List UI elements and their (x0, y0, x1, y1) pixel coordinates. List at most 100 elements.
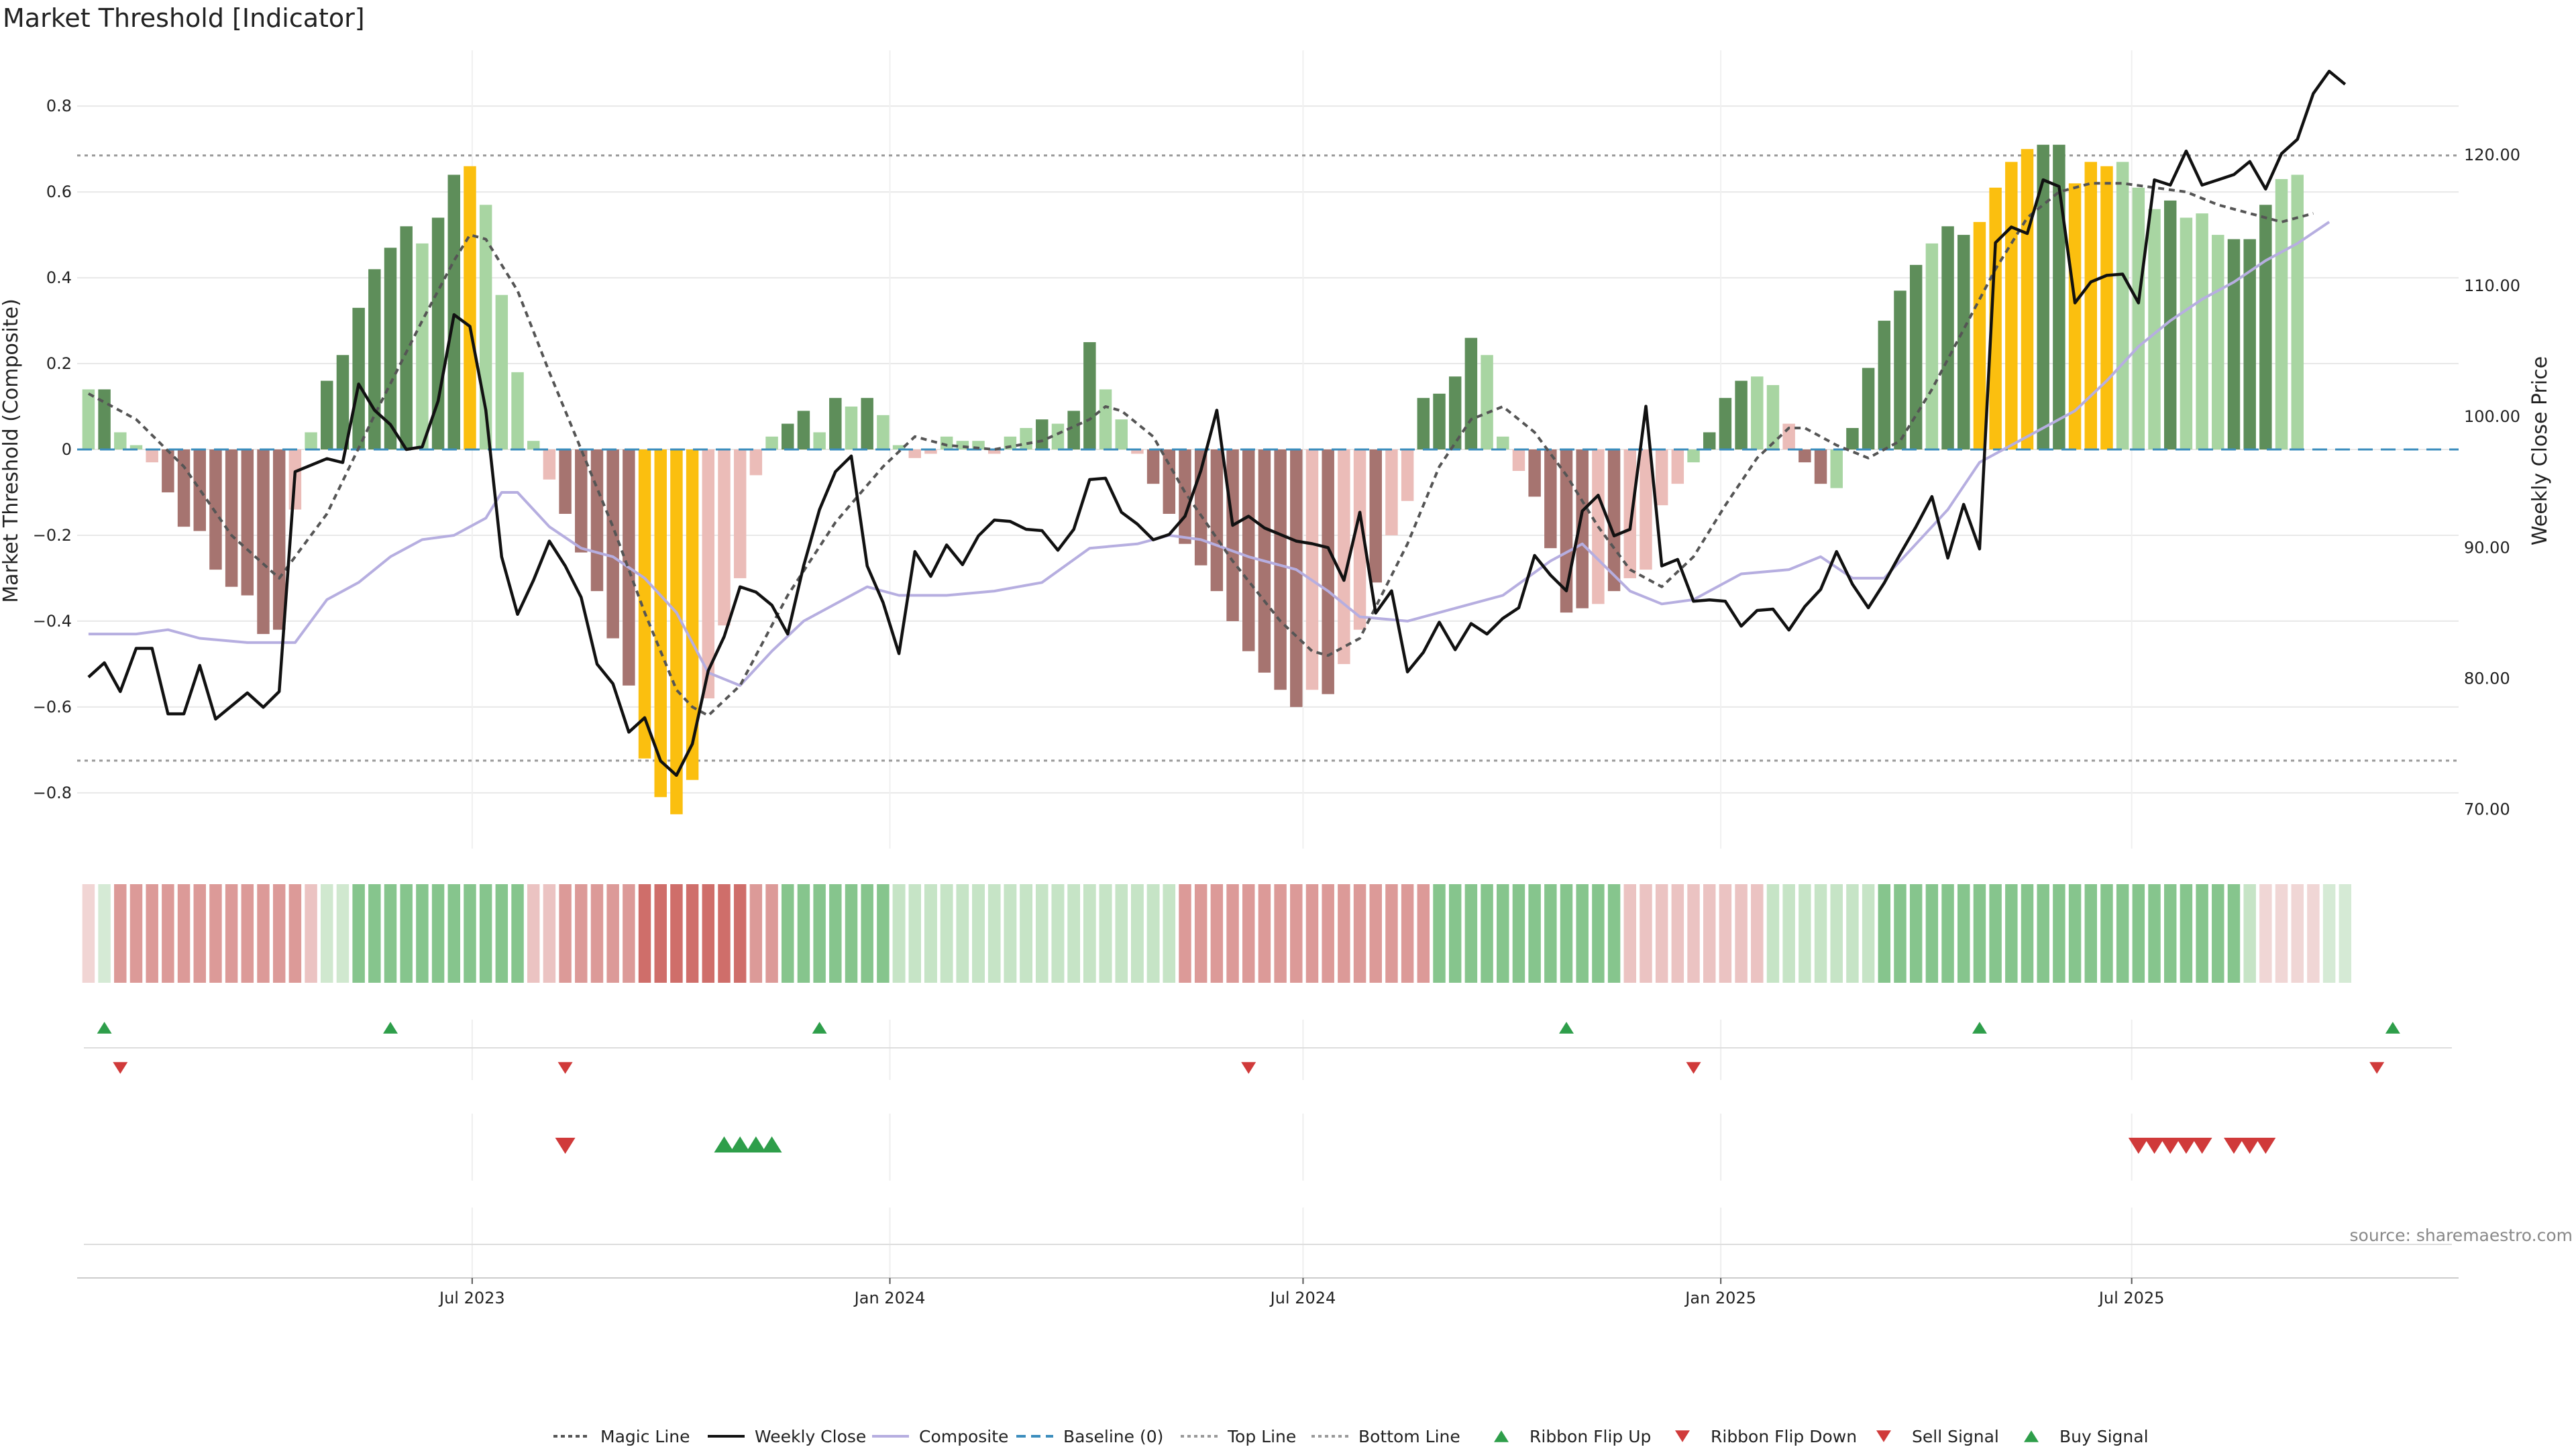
ribbon-cell (527, 884, 540, 983)
buy-signal-marker (714, 1136, 735, 1152)
sell-signal-marker (2160, 1138, 2181, 1154)
composite-bar (782, 423, 794, 449)
ribbon-cell (479, 884, 492, 983)
legend-label: Ribbon Flip Up (1529, 1427, 1651, 1446)
ribbon-flip-panel (84, 1020, 2452, 1080)
composite-bar (1385, 449, 1398, 535)
ribbon-cell (1401, 884, 1414, 983)
ribbon-cell (2227, 884, 2241, 983)
composite-bar (1989, 187, 2002, 449)
composite-bar (321, 380, 333, 449)
ribbon-cell (321, 884, 333, 983)
composite-bar (590, 449, 604, 592)
ribbon-flip-up-marker (383, 1022, 398, 1034)
sell-signal-marker (2255, 1138, 2276, 1154)
ribbon-cell (1751, 884, 1764, 983)
composite-bar (1607, 449, 1621, 592)
composite-bar (2148, 209, 2161, 449)
ribbon-flip-up-marker (2385, 1022, 2400, 1034)
x-tick-label: Jul 2024 (1269, 1289, 1336, 1307)
composite-bar (257, 449, 270, 635)
composite-bar (1274, 449, 1287, 690)
composite-bar (2116, 162, 2129, 449)
ribbon-cell (559, 884, 572, 983)
ribbon-panel (82, 884, 2352, 983)
ribbon-cell (1020, 884, 1032, 983)
ribbon-cell (2084, 884, 2098, 983)
composite-bar (892, 445, 906, 449)
sell-signal-marker (2192, 1138, 2212, 1154)
composite-bar (2132, 187, 2145, 449)
composite-bar (464, 166, 476, 449)
composite-bar (1719, 398, 1732, 449)
ribbon-cell (1131, 884, 1144, 983)
ribbon-cell (431, 884, 445, 983)
ribbon-cell (956, 884, 969, 983)
ribbon-cell (114, 884, 127, 983)
composite-bar (1401, 449, 1414, 501)
threshold-lines (77, 154, 2459, 762)
composite-bar (1464, 337, 1478, 449)
ribbon-cell (2196, 884, 2208, 983)
composite-bar (1163, 449, 1176, 514)
ribbon-cell (2307, 884, 2320, 983)
composite-bar (305, 432, 317, 449)
ribbon-cell (447, 884, 461, 983)
left-tick-label: −0.2 (33, 526, 72, 545)
ribbon-cell (225, 884, 238, 983)
legend-label: Magic Line (600, 1427, 690, 1446)
ribbon-cell (606, 884, 619, 983)
ribbon-cell (1163, 884, 1176, 983)
ribbon-cell (82, 884, 95, 983)
right-axis-ticks: 120.00 110.00 100.00 90.00 80.00 70.00 (2464, 146, 2520, 818)
legend-label: Ribbon Flip Down (1711, 1427, 1857, 1446)
composite-bar (718, 449, 731, 626)
composite-bars (82, 144, 2304, 814)
ribbon-cell (1560, 884, 1573, 983)
composite-bar (1766, 385, 1780, 449)
ribbon-cell (2180, 884, 2193, 983)
left-axis-ticks: 0.8 0.6 0.4 0.2 0 −0.2 −0.4 −0.6 −0.8 (33, 97, 72, 802)
composite-bar (495, 294, 508, 449)
ribbon-cell (129, 884, 143, 983)
composite-bar (162, 449, 174, 492)
ribbon-cell (1830, 884, 1843, 983)
ribbon-cell (416, 884, 429, 983)
composite-bar (813, 432, 826, 449)
left-tick-label: −0.6 (33, 698, 72, 716)
right-axis-label: Weekly Close Price (2528, 356, 2552, 545)
composite-bar (2243, 239, 2256, 449)
ribbon-cell (1146, 884, 1160, 983)
composite-bar (1481, 355, 1493, 449)
composite-bar (1131, 449, 1144, 454)
composite-bar (511, 372, 524, 449)
composite-bar (1687, 449, 1700, 463)
ribbon-cell (940, 884, 953, 983)
buy-signal-marker (761, 1136, 782, 1152)
composite-bar (2259, 205, 2272, 449)
composite-bar (1735, 380, 1748, 449)
composite-bar (146, 449, 158, 463)
right-tick-label: 90.00 (2464, 538, 2510, 557)
composite-bar (2291, 174, 2304, 449)
composite-bar (940, 436, 953, 449)
ribbon-flip-up-marker (97, 1022, 112, 1034)
ribbon-cell (1353, 884, 1366, 983)
composite-bar (559, 449, 572, 514)
composite-bar (2212, 235, 2224, 449)
composite-bar (82, 389, 95, 449)
composite-bar (1830, 449, 1843, 488)
sell-signal-marker (2144, 1138, 2165, 1154)
ribbon-cell (257, 884, 270, 983)
ribbon-cell (972, 884, 985, 983)
x-axis: Jul 2023 Jan 2024 Jul 2024 Jan 2025 Jul 2025 (77, 1208, 2459, 1307)
composite-bar (1322, 449, 1334, 694)
ribbon-cell (368, 884, 381, 983)
composite-bar (1623, 449, 1637, 578)
ribbon-flip-down-marker (557, 1062, 573, 1074)
ribbon-cell (829, 884, 842, 983)
composite-bar (543, 449, 556, 480)
composite-bar (1640, 449, 1652, 570)
ribbon-cell (1544, 884, 1557, 983)
